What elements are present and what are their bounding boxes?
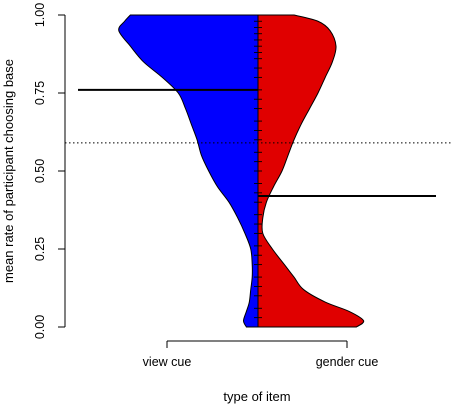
y-tick-label: 0.25 [33,237,47,261]
density-gender-cue [257,14,365,328]
observation-tick-layer [254,20,262,319]
y-tick-label: 0.75 [33,81,47,105]
y-tick-label: 1.00 [33,3,47,27]
x-tick-label: gender cue [316,355,379,369]
mean-line-layer [78,88,436,197]
density-layer [118,14,365,328]
y-axis: 0.00 0.25 0.50 0.75 1.00 [33,3,66,339]
density-view-cue [118,14,259,328]
x-axis-title: type of item [223,389,290,404]
x-axis: view cue gender cue [143,340,379,369]
y-tick-label: 0.00 [33,315,47,339]
y-axis-title: mean rate of participant choosing base [1,59,16,283]
y-tick-label: 0.50 [33,159,47,183]
x-tick-label: view cue [143,355,192,369]
